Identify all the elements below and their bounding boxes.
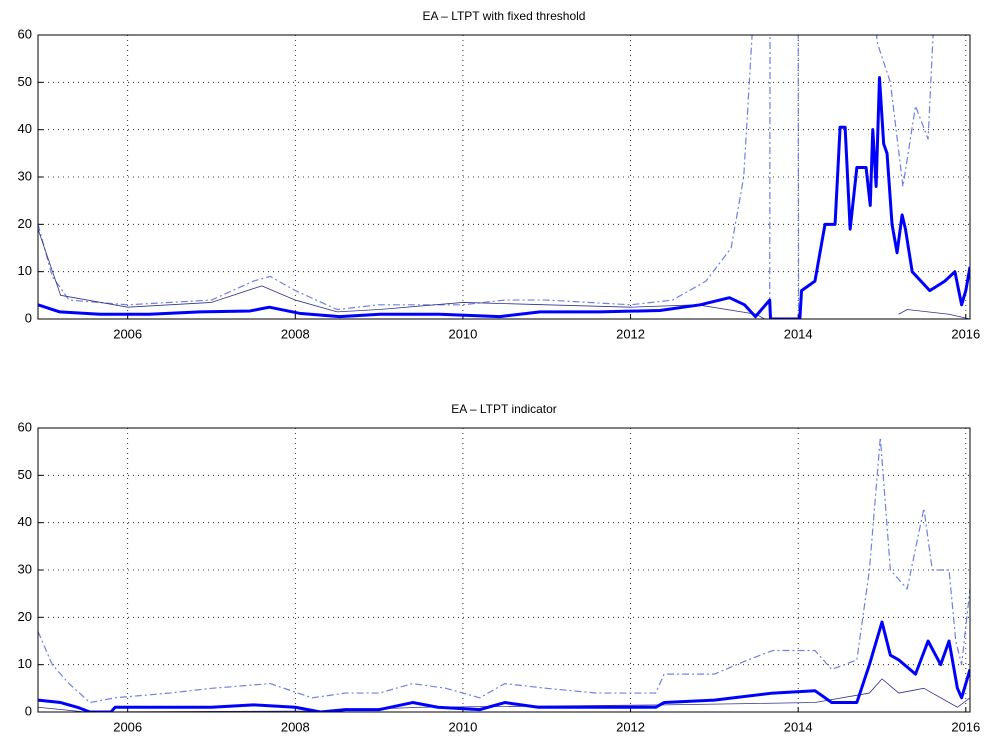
- y-tick-label: 50: [18, 74, 32, 89]
- x-tick-label: 2010: [448, 326, 477, 341]
- y-tick-label: 30: [18, 168, 32, 183]
- x-tick-label: 2014: [784, 719, 813, 734]
- y-tick-label: 30: [18, 561, 32, 576]
- axes-frame: [37, 34, 971, 320]
- y-tick-label: 10: [18, 656, 32, 671]
- x-tick-label: 2008: [281, 326, 310, 341]
- y-tick-label: 40: [18, 514, 32, 529]
- series-line: [38, 620, 970, 712]
- x-tick-label: 2016: [951, 326, 980, 341]
- subplot: EA – LTPT indicator 0 10 20 30 40 50 60 2006 2008…: [18, 402, 981, 734]
- x-tick-label: 2006: [113, 719, 142, 734]
- y-tick-label: 20: [18, 216, 32, 231]
- x-tick-label: 2006: [113, 326, 142, 341]
- subplot: EA – LTPT with fixed threshold 0 10 20 30 40 5…: [18, 9, 981, 341]
- chart-title: EA – LTPT with fixed threshold: [423, 9, 586, 23]
- y-tick-label: 60: [18, 26, 32, 41]
- series-group: [38, 436, 970, 712]
- y-tick-label: 50: [18, 467, 32, 482]
- y-tick-label: 20: [18, 609, 32, 624]
- x-tick-label: 2008: [281, 719, 310, 734]
- y-tick-label: 0: [25, 703, 32, 718]
- y-tick-label: 10: [18, 263, 32, 278]
- y-tick-label: 60: [18, 419, 32, 434]
- x-tick-label: 2012: [616, 719, 645, 734]
- x-tick-label: 2012: [616, 326, 645, 341]
- x-tick-label: 2016: [951, 719, 980, 734]
- chart-title: EA – LTPT indicator: [451, 402, 557, 416]
- series-line: [38, 436, 970, 704]
- series-line: [38, 76, 970, 319]
- x-tick-label: 2014: [784, 326, 813, 341]
- series-line: [38, 228, 970, 319]
- series-line: [38, 678, 970, 712]
- x-tick-label: 2010: [448, 719, 477, 734]
- y-tick-label: 0: [25, 310, 32, 325]
- axes-frame: [37, 427, 971, 713]
- y-tick-label: 40: [18, 121, 32, 136]
- series-group: [38, 35, 970, 319]
- series-line: [38, 35, 934, 319]
